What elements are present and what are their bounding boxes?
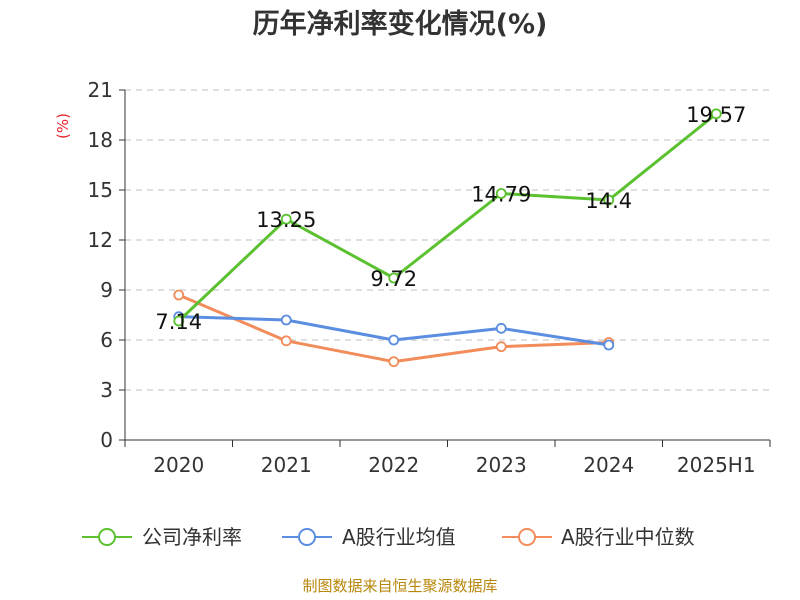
x-tick-label: 2023 — [476, 453, 527, 477]
data-point — [495, 341, 507, 353]
y-tick-label: 15 — [88, 178, 113, 202]
data-point — [388, 334, 400, 346]
x-tick-label: 2020 — [153, 453, 204, 477]
chart-title: 历年净利率变化情况(%) — [253, 8, 548, 40]
data-label: 7.14 — [155, 310, 202, 334]
data-labels: 7.14 13.25 9.72 14.79 14.4 19.57 — [155, 103, 746, 334]
legend-item-0: 公司净利率 — [82, 525, 242, 549]
y-tick-label: 18 — [88, 128, 113, 152]
y-tick-label: 0 — [100, 428, 113, 452]
y-tick-label: 21 — [88, 78, 113, 102]
legend-marker — [98, 528, 116, 546]
legend-marker — [518, 528, 536, 546]
data-label: 19.57 — [686, 103, 746, 127]
data-point — [280, 335, 292, 347]
gridlines — [125, 89, 770, 391]
legend: 公司净利率 A股行业均值 A股行业中位数 — [82, 525, 695, 549]
legend-marker — [298, 528, 316, 546]
data-label: 9.72 — [370, 267, 417, 291]
data-label: 14.4 — [585, 189, 632, 213]
y-tick-label: 12 — [88, 228, 113, 252]
data-point — [495, 322, 507, 334]
y-tick-label: 3 — [100, 378, 113, 402]
data-point — [173, 289, 185, 301]
data-point — [173, 315, 185, 327]
series-line — [177, 112, 718, 323]
data-point — [388, 356, 400, 368]
legend-item-1: A股行业均值 — [282, 525, 456, 549]
x-tick-label: 2025H1 — [677, 453, 756, 477]
data-point — [388, 272, 400, 284]
legend-label: 公司净利率 — [142, 525, 242, 549]
legend-label: A股行业均值 — [342, 525, 456, 549]
series-layer — [173, 108, 722, 368]
x-tick-label: 2021 — [261, 453, 312, 477]
data-point — [280, 213, 292, 225]
y-tick-label: 9 — [100, 278, 113, 302]
data-point — [710, 108, 722, 120]
x-tick-label: 2024 — [583, 453, 634, 477]
series-0 — [173, 108, 722, 327]
footer-source: 制图数据来自恒生聚源数据库 — [302, 577, 497, 595]
data-label: 13.25 — [256, 208, 316, 232]
data-point — [280, 314, 292, 326]
data-point — [603, 339, 615, 351]
axes: 0 3 6 9 12 15 18 21 2020 2021 2022 2023 2024 2025H1 — [88, 78, 771, 477]
data-point — [603, 194, 615, 206]
data-label: 14.79 — [471, 183, 531, 207]
x-tick-label: 2022 — [368, 453, 419, 477]
series-line — [178, 293, 609, 364]
y-tick-label: 6 — [100, 328, 113, 352]
legend-item-2: A股行业中位数 — [502, 525, 695, 549]
y-axis-label: (%) — [54, 113, 72, 139]
series-2 — [173, 289, 615, 368]
data-point — [495, 188, 507, 199]
legend-label: A股行业中位数 — [561, 525, 695, 549]
